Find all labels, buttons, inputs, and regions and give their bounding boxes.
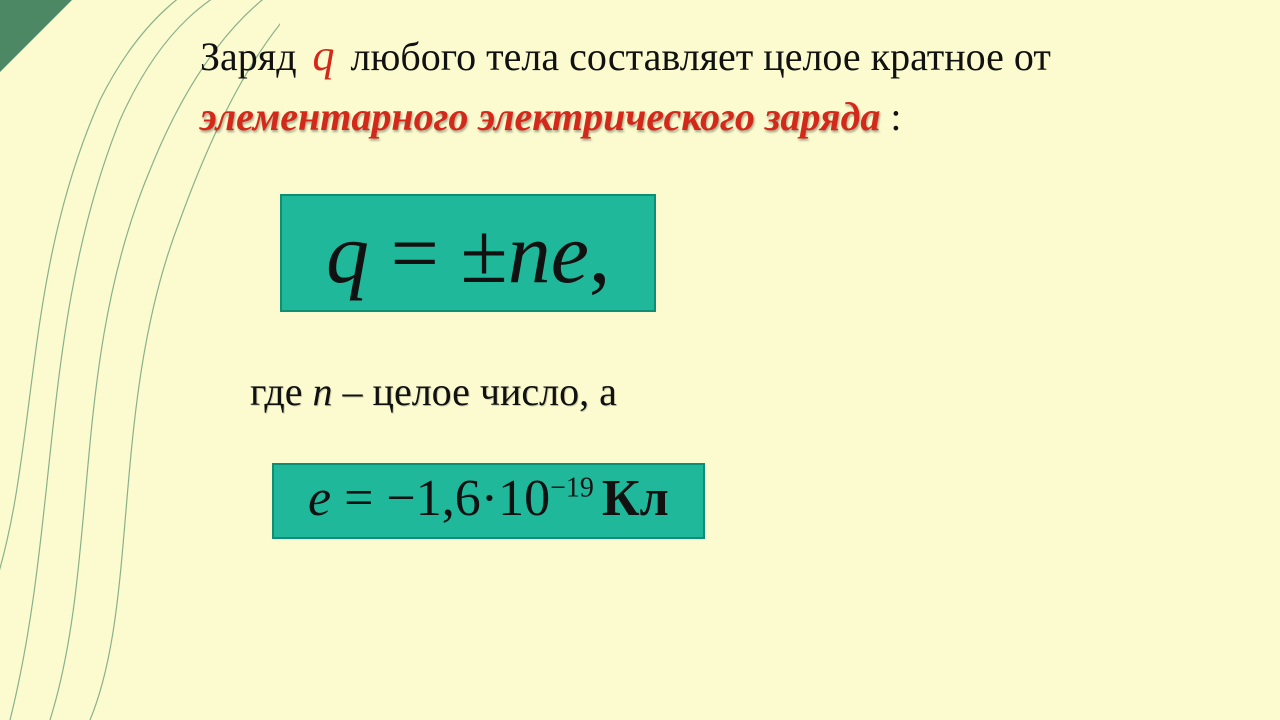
text-pre-q: Заряд (200, 34, 307, 79)
formula-box-e: e = −1,6·10−19Кл (272, 463, 705, 539)
formula-e-value: e = −1,6·10−19Кл (308, 470, 669, 527)
intro-paragraph: Заряд q любого тела составляет целое кра… (200, 24, 1190, 146)
sym-dot: · (481, 470, 498, 527)
sym-q: q (326, 205, 369, 301)
formula-box-qne: q = ±ne, (280, 194, 656, 312)
sym-eq2: = (331, 470, 386, 527)
text-tail: : (890, 94, 901, 139)
base-10: 10 (498, 470, 550, 527)
q-symbol: q (307, 31, 341, 80)
mantissa: 1,6 (416, 470, 481, 527)
sym-e: e (308, 470, 331, 527)
where-n: n (313, 369, 333, 414)
where-post: – целое число, а (333, 369, 617, 414)
where-pre: где (250, 369, 313, 414)
sym-comma: , (589, 205, 611, 301)
where-line: где n – целое число, а (250, 368, 1190, 415)
text-post-q: любого тела составляет целое кратное от (351, 34, 1051, 79)
formula-qne: q = ±ne, (326, 205, 610, 301)
sym-eq: = (369, 205, 461, 301)
sym-minus: − (386, 470, 415, 527)
sym-pm: ± (461, 205, 508, 301)
slide: Заряд q любого тела составляет целое кра… (0, 0, 1280, 720)
content-area: Заряд q любого тела составляет целое кра… (0, 0, 1280, 539)
unit-coulomb: Кл (594, 470, 669, 527)
term-elementary-charge: элементарного электрического заряда (200, 94, 880, 139)
sym-ne: ne (508, 205, 589, 301)
exponent: −19 (550, 472, 594, 503)
